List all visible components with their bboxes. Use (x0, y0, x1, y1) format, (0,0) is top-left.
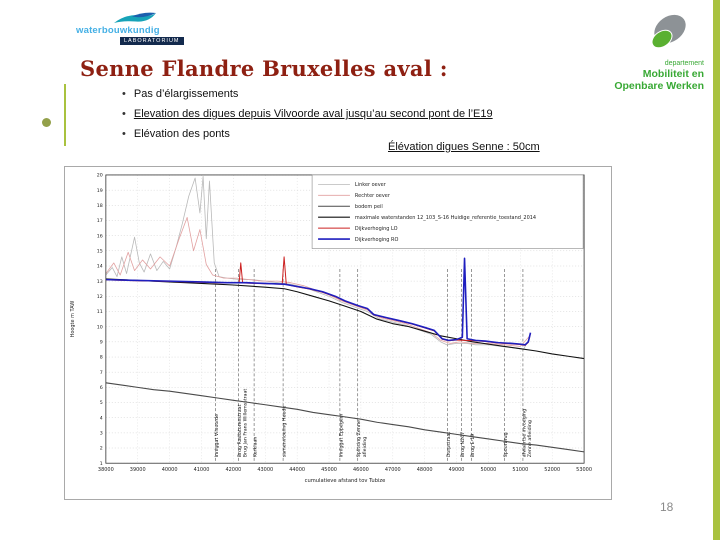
bullet-text: Pas d’élargissements (133, 88, 239, 100)
x-tick-label: 39000 (130, 467, 146, 473)
station-marker-label: Brug E-19 (470, 434, 476, 458)
mow-leaf-icon (651, 14, 686, 49)
x-tick-label: 46000 (353, 467, 369, 473)
y-tick-label: 9 (100, 340, 103, 346)
x-tick-label: 47000 (385, 467, 401, 473)
x-tick-label: 38000 (98, 467, 114, 473)
bullet-item: • Elévation des ponts (122, 128, 622, 141)
y-tick-label: 10 (97, 324, 103, 330)
bullet-item: • Pas d’élargissements (122, 88, 622, 101)
station-marker-label: Brug Radiatorenstraat (237, 404, 243, 457)
x-tick-label: 52000 (544, 467, 560, 473)
station-marker-label: Spoorbrug (503, 432, 509, 457)
mow-logo: departement Mobiliteit en Openbare Werke… (564, 10, 704, 92)
x-tick-label: 51000 (512, 467, 528, 473)
x-tick-label: 44000 (289, 467, 305, 473)
bullet-text: Elevation des digues depuis Vilvoorde av… (133, 108, 493, 120)
y-tick-label: 20 (97, 173, 103, 179)
x-tick-label: 50000 (481, 467, 497, 473)
x-tick-label: 42000 (225, 467, 241, 473)
mow-name-line2: Openbare Werken (614, 80, 704, 92)
legend-box (311, 174, 584, 249)
y-tick-label: 15 (97, 248, 103, 254)
station-marker-label: afwaartse invoeging (521, 409, 527, 457)
y-tick-label: 1 (100, 461, 103, 467)
y-tick-label: 14 (97, 264, 103, 270)
series-line (105, 257, 532, 346)
station-marker-label: Brug Jan Frans Willemsstraat (243, 389, 249, 458)
slide-title: Senne Flandre Bruxelles aval : (80, 56, 448, 81)
y-tick-label: 2 (100, 446, 103, 452)
station-marker-label: Dorpstraat (446, 432, 452, 458)
legend-label: Linker oever (355, 182, 387, 188)
chart-frame: 1 2 3 4 5 6 7 8 9 10 11 12 13 14 15 16 17 18 19 20 38000 3900… (64, 166, 612, 500)
x-tick-label: 41000 (194, 467, 210, 473)
legend-label: Dijkverhoging RO (355, 237, 399, 243)
y-tick-label: 13 (97, 279, 103, 285)
mow-dept-label: departement (664, 60, 704, 67)
y-tick-label: 4 (100, 415, 103, 421)
station-marker-label: Splitsing Zenne (356, 420, 362, 457)
bullet-list: • Pas d’élargissements • Elevation des d… (122, 88, 622, 148)
bullet-dot: • (122, 108, 126, 120)
series-line (105, 278, 585, 360)
y-tick-label: 16 (97, 233, 103, 239)
legend-label: maximale waterstanden 12_103_S-16 Huidig… (355, 215, 536, 221)
y-tick-label: 7 (100, 370, 103, 376)
right-edge-bar (713, 0, 720, 540)
series-line (105, 382, 585, 453)
waterbouwkundig-logo: waterbouwkundig LABORATORIUM (76, 10, 206, 48)
y-tick-label: 11 (97, 309, 103, 315)
y-tick-label: 12 (97, 294, 103, 300)
y-tick-label: 17 (97, 218, 103, 224)
bullet-dot: • (122, 128, 126, 140)
y-axis-title: Hoogte m TAW (70, 301, 76, 338)
y-tick-label: 5 (100, 400, 103, 406)
x-tick-label: 48000 (417, 467, 433, 473)
mow-name-line1: Mobiliteit en (642, 68, 704, 80)
wl-wave-icon (114, 12, 156, 23)
station-marker-label: Zenne afleiding (527, 420, 533, 457)
legend-label: bodem peil (355, 204, 383, 210)
station-marker-label: Kerklaan (253, 437, 259, 458)
x-tick-label: 45000 (321, 467, 337, 473)
wl-logo-sub: LABORATORIUM (120, 37, 184, 45)
y-tick-label: 18 (97, 203, 103, 209)
y-tick-label: 8 (100, 355, 103, 361)
x-tick-label: 53000 (576, 467, 592, 473)
left-accent-dot (42, 118, 51, 127)
bullet-item: • Elevation des digues depuis Vilvoorde … (122, 108, 622, 121)
station-marker-label: Inniggat Eppegem (338, 413, 344, 457)
station-marker-label: samenvloeiing Heede (282, 406, 288, 458)
series-line (105, 216, 531, 347)
bullet-dot: • (122, 88, 126, 100)
station-marker-label: Brug N267 (460, 432, 466, 457)
legend-label: Dijkverhoging LO (355, 226, 398, 232)
chart-caption: Élévation digues Senne : 50cm (388, 141, 540, 153)
y-tick-label: 6 (100, 385, 103, 391)
wl-logo-name: waterbouwkundig (76, 25, 160, 36)
x-axis-title: cumulatieve afstand tov Tubize (305, 478, 386, 484)
page-number: 18 (660, 500, 674, 514)
x-tick-label: 43000 (257, 467, 273, 473)
legend-label: Rechter oever (355, 193, 391, 199)
y-tick-label: 3 (100, 431, 103, 437)
x-tick-label: 40000 (162, 467, 178, 473)
bullet-text: Elévation des ponts (133, 128, 230, 140)
y-tick-label: 19 (97, 188, 103, 194)
station-marker-label: Inniggat Vilvoorde (214, 414, 220, 457)
x-tick-label: 49000 (449, 467, 465, 473)
left-accent-line (64, 84, 66, 146)
station-marker-label: afleiding (362, 437, 368, 458)
